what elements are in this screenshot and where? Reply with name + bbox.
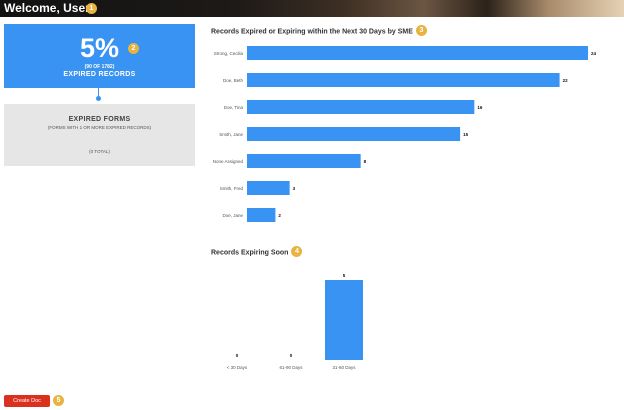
card-connector-line — [98, 88, 99, 97]
step-badge-4: 4 — [291, 246, 303, 257]
expired-label: EXPIRED RECORDS — [63, 71, 136, 78]
expiring-category-label: 31-60 Days — [332, 365, 356, 370]
expiring-bar — [325, 280, 363, 360]
sme-value-label: 8 — [364, 159, 367, 164]
sme-bar — [247, 127, 461, 141]
sme-value-label: 24 — [591, 51, 597, 56]
expiring-value-label: 5 — [343, 273, 346, 278]
expired-percent: 5% — [79, 33, 120, 63]
page-title: Welcome, User — [4, 1, 90, 15]
sme-category-label: None Assigned — [213, 159, 244, 164]
expiring-category-label: < 30 Days — [227, 365, 248, 370]
expired-forms-title: EXPIRED FORMS — [68, 116, 131, 123]
expired-forms-subtitle: (FORMS WITH 1 OR MORE EXPIRED RECORDS) — [47, 125, 152, 130]
sme-chart-title: Records Expired or Expiring within the N… — [211, 28, 413, 36]
sme-bar-chart: Strong, Cecilia 24 Doe, Beth 22 Doe, Tina 16 S… — [213, 46, 597, 222]
step-badge-3: 3 — [415, 25, 427, 36]
expiring-soon-chart: 0 < 30 Days 0 61-90 Days 5 31-60 Days — [227, 273, 363, 370]
sme-category-label: Strong, Cecilia — [214, 51, 244, 56]
sme-value-label: 16 — [477, 105, 483, 110]
expired-forms-total: (0 TOTAL) — [89, 149, 110, 154]
sme-bar — [247, 73, 560, 87]
sme-value-label: 22 — [563, 78, 569, 83]
sme-bar — [247, 181, 290, 195]
expiring-chart-heading: Records Expiring Soon 4 — [211, 246, 303, 258]
sme-category-label: Doe, Beth — [223, 78, 244, 83]
sme-value-label: 15 — [463, 132, 469, 137]
expiring-chart-title: Records Expiring Soon — [211, 249, 289, 257]
expired-records-card[interactable]: 5% 2 (90 OF 1782) EXPIRED RECORDS — [4, 24, 195, 88]
card-connector-dot — [96, 96, 101, 101]
sme-value-label: 2 — [278, 213, 281, 218]
step-badge-5: 5 — [53, 395, 64, 406]
expired-detail: (90 OF 1782) — [84, 64, 115, 70]
sme-category-label: Smith, Jane — [219, 132, 243, 137]
expiring-category-label: 61-90 Days — [279, 365, 303, 370]
sme-category-label: Doe, Tina — [224, 105, 244, 110]
sme-bar — [247, 154, 361, 168]
expired-forms-card[interactable]: EXPIRED FORMS (FORMS WITH 1 OR MORE EXPI… — [4, 104, 195, 166]
step-badge-2: 2 — [128, 43, 139, 54]
sme-bar — [247, 46, 588, 60]
sme-bar — [247, 208, 276, 222]
step-badge-1: 1 — [86, 3, 97, 14]
create-doc-button[interactable]: Create Doc — [4, 395, 50, 407]
sme-value-label: 3 — [293, 186, 296, 191]
expiring-value-label: 0 — [290, 353, 293, 358]
sme-category-label: Smith, Fred — [220, 186, 244, 191]
expiring-value-label: 0 — [236, 353, 239, 358]
sme-bar — [247, 100, 475, 114]
welcome-header: Welcome, User 1 — [0, 0, 624, 17]
sme-chart-heading: Records Expired or Expiring within the N… — [211, 25, 427, 37]
sme-category-label: Doe, Jane — [222, 213, 243, 218]
